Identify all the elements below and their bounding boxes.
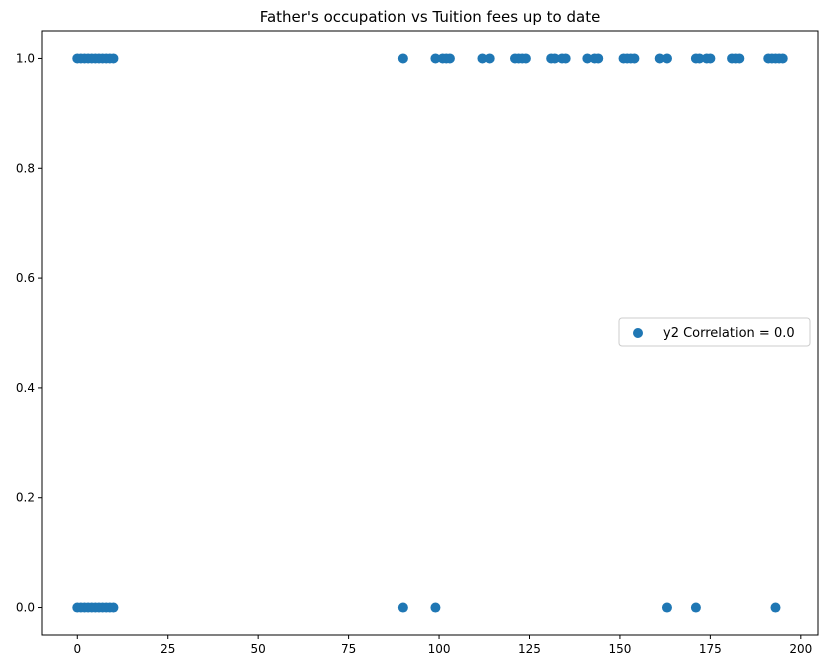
scatter-point [690,602,701,613]
x-axis-ticks: 0 25 50 75 100 125 150 175 200 [73,635,812,656]
legend-box [618,317,811,347]
scatter-point [734,53,745,64]
scatter-point [430,602,441,613]
scatter-point [694,53,705,64]
scatter-point [484,53,495,64]
scatter-point [397,602,408,613]
x-tick-label: 25 [160,642,175,656]
scatter-point [397,53,408,64]
scatter-point [430,53,441,64]
scatter-point [108,602,119,613]
scatter-point [477,53,488,64]
scatter-point [661,53,672,64]
scatter-point [705,53,716,64]
y-tick-label: 0.4 [16,381,35,395]
x-tick-label: 100 [428,642,451,656]
scatter-point [661,602,672,613]
scatter-point [629,53,640,64]
chart-title: Father's occupation vs Tuition fees up t… [260,8,601,26]
scatter-point [560,53,571,64]
plot-frame [41,30,819,636]
y-tick-label: 0.8 [16,161,35,175]
x-tick-label: 175 [699,642,722,656]
x-tick-label: 150 [608,642,631,656]
scatter-point [582,53,593,64]
scatter-point [777,53,788,64]
x-tick-label: 125 [518,642,541,656]
scatter-point [549,53,560,64]
scatter-point [770,602,781,613]
y-tick-label: 0.2 [16,491,35,505]
y-tick-label: 0.0 [16,601,35,615]
scatter-point [520,53,531,64]
x-tick-label: 75 [341,642,356,656]
x-tick-label: 0 [73,642,81,656]
y-tick-label: 0.6 [16,271,35,285]
y-axis-ticks: 0.0 0.2 0.4 0.6 0.8 1.0 [16,51,42,615]
points-layer [72,53,788,613]
legend: y2 Correlation = 0.0 [618,317,811,347]
scatter-point [593,53,604,64]
y-tick-label: 1.0 [16,51,35,65]
legend-marker [633,328,643,338]
scatter-point [654,53,665,64]
scatter-point [444,53,455,64]
scatter-point [108,53,119,64]
legend-label: y2 Correlation = 0.0 [663,326,795,341]
x-tick-label: 50 [251,642,266,656]
x-tick-label: 200 [789,642,812,656]
